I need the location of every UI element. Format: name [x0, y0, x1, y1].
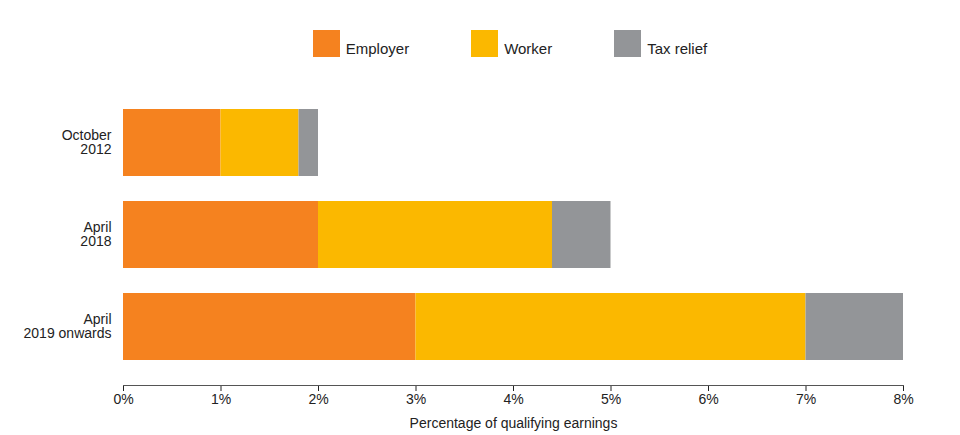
- html-text:Worker: Worker: [504, 40, 553, 57]
- svg-text:5%: 5%: [601, 391, 621, 407]
- html-text:Employer: Employer: [345, 40, 410, 57]
- svg-text:Percentage of qualifying earni: Percentage of qualifying earnings: [410, 415, 618, 431]
- svg-text:6%: 6%: [698, 391, 718, 407]
- svg-text:4%: 4%: [503, 391, 523, 407]
- svg-text:October2012: October2012: [62, 127, 112, 157]
- svg-text:April2019 onwards: April2019 onwards: [24, 311, 112, 341]
- svg-text:April2018: April2018: [80, 219, 111, 249]
- svg-text:3%: 3%: [406, 391, 426, 407]
- svg-text:8%: 8%: [893, 391, 913, 407]
- svg-text:1%: 1%: [211, 391, 231, 407]
- html-text:Tax relief: Tax relief: [647, 40, 708, 57]
- svg-text:0%: 0%: [113, 391, 133, 407]
- svg-text:7%: 7%: [796, 391, 816, 407]
- svg-text:2%: 2%: [308, 391, 328, 407]
